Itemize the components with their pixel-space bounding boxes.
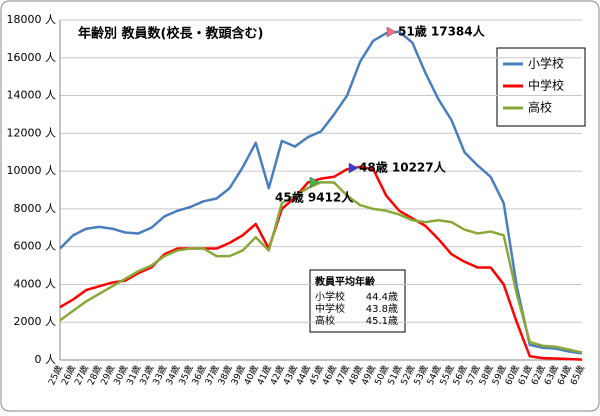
average-title: 教員平均年齢 xyxy=(314,275,376,288)
annotation-marker xyxy=(348,162,359,174)
y-tick-label: 12000 人 xyxy=(7,126,57,139)
annotation: 51歳 17384人 xyxy=(398,24,486,39)
average-value: 44.4歳 xyxy=(366,291,398,303)
average-box xyxy=(309,269,406,333)
legend-label: 中学校 xyxy=(528,78,564,93)
legend-label: 高校 xyxy=(528,100,552,115)
average-value: 43.8歳 xyxy=(366,303,398,315)
series-line xyxy=(59,165,583,361)
annotation-marker xyxy=(309,176,320,188)
y-tick-label: 0 人 xyxy=(35,353,57,366)
y-tick-label: 8000 人 xyxy=(14,202,57,215)
y-tick-label: 6000 人 xyxy=(14,240,57,253)
y-tick-label: 18000 人 xyxy=(7,13,57,26)
legend-label: 小学校 xyxy=(528,56,564,71)
average-label: 高校 xyxy=(315,314,335,327)
y-tick-label: 4000 人 xyxy=(14,277,57,290)
series-line xyxy=(59,180,583,354)
y-tick-label: 2000 人 xyxy=(14,315,57,328)
y-tick-label: 16000 人 xyxy=(7,51,57,64)
average-label: 中学校 xyxy=(315,302,345,315)
annotation: 45歳 9412人 xyxy=(275,190,354,205)
y-tick-label: 10000 人 xyxy=(7,164,57,177)
annotation-marker xyxy=(386,26,397,38)
y-tick-label: 14000 人 xyxy=(7,89,57,102)
chart-title: 年齢別 教員数(校長・教頭含む) xyxy=(78,26,263,42)
average-label: 小学校 xyxy=(315,290,345,303)
series-line xyxy=(59,30,583,355)
annotation: 48歳 10227人 xyxy=(359,160,447,175)
average-value: 45.1歳 xyxy=(366,315,398,327)
